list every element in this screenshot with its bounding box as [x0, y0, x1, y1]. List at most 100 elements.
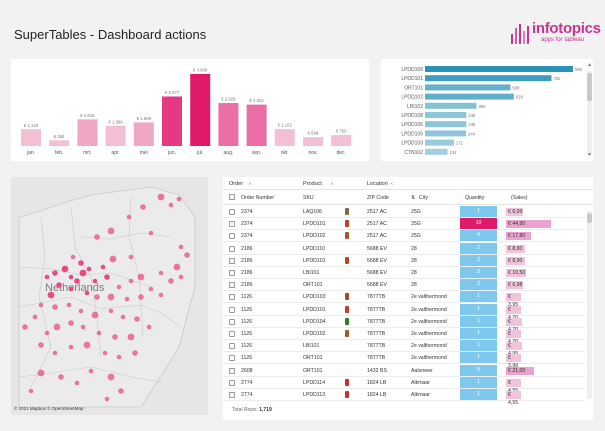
map-marker-50[interactable]	[127, 333, 135, 341]
bar-3[interactable]	[105, 125, 126, 146]
bar-9[interactable]	[274, 129, 295, 146]
product-bar-7[interactable]	[425, 130, 467, 137]
product-bar-5[interactable]	[425, 112, 467, 118]
map-marker-28[interactable]	[116, 284, 122, 290]
map-marker-42[interactable]	[52, 304, 58, 310]
map-marker-16[interactable]	[100, 264, 106, 270]
map-marker-47[interactable]	[120, 314, 126, 320]
table-row[interactable]: 2774 LPDD114 1824 LB Alkmaar 1 € 4,55	[223, 376, 585, 394]
map-marker-26[interactable]	[92, 278, 98, 284]
bar-7[interactable]	[218, 103, 239, 146]
map-marker-64[interactable]	[88, 368, 94, 374]
map-marker-6[interactable]	[94, 234, 100, 240]
table-row[interactable]: 2186 LPDD110 5688 EV 28 2 € 8,90	[223, 242, 585, 255]
collapse-product-icon[interactable]: ›	[331, 181, 333, 187]
table-row[interactable]: 1126 LPDD102 7877TB 2e valthermond 1 € 4,20	[223, 328, 585, 345]
map-marker-33[interactable]	[138, 294, 144, 300]
bar-10[interactable]	[303, 137, 323, 146]
map-marker-36[interactable]	[94, 294, 100, 300]
map-marker-60[interactable]	[83, 341, 91, 349]
map-marker-67[interactable]	[104, 396, 110, 402]
map-marker-20[interactable]	[61, 265, 69, 273]
product-bar-3[interactable]	[425, 93, 514, 100]
map-marker-46[interactable]	[108, 308, 114, 314]
col-order-number[interactable]: Order Number	[241, 195, 275, 201]
scroll-up-icon[interactable]: ▲	[587, 62, 592, 68]
map-marker-10[interactable]	[173, 263, 181, 271]
select-all-checkbox[interactable]	[229, 194, 235, 200]
map-marker-52[interactable]	[96, 330, 102, 336]
product-scrollbar[interactable]	[587, 71, 592, 155]
map-marker-5[interactable]	[107, 227, 115, 235]
netherlands-map[interactable]: Netherlands	[11, 177, 208, 415]
table-scroll-thumb[interactable]	[587, 213, 592, 223]
row-checkbox[interactable]	[229, 233, 235, 240]
map-marker-3[interactable]	[140, 204, 146, 210]
col-city[interactable]: City	[419, 195, 428, 201]
bar-1[interactable]	[49, 140, 70, 146]
table-row[interactable]: 2774 LPDD113 1824 LB Alkmaar 1 € 4,55	[223, 389, 585, 406]
map-marker-66[interactable]	[118, 388, 124, 394]
map-marker-17[interactable]	[86, 266, 92, 272]
map-marker-21[interactable]	[52, 270, 58, 276]
map-marker-65[interactable]	[107, 373, 115, 381]
table-row[interactable]: 2186 LPDD101 5688 EV 28 2 € 8,90	[223, 254, 585, 267]
sort-icon[interactable]: ⇅	[411, 195, 416, 201]
map-marker-34[interactable]	[124, 296, 130, 302]
map-marker-25[interactable]	[79, 269, 87, 277]
bar-2[interactable]	[77, 119, 98, 146]
bar-11[interactable]	[331, 134, 352, 146]
map-marker-69[interactable]	[58, 374, 64, 380]
map-marker-48[interactable]	[134, 316, 140, 322]
table-row[interactable]: 2608 ORT101 1432 BS Aalsmeer 5 € 21,00	[223, 364, 585, 377]
product-sales-chart[interactable]: LPDD109 880 LPDD101 752 ORT101 508 LPDD102 528 L…	[381, 59, 593, 161]
group-header-order[interactable]: Order	[229, 181, 244, 187]
group-header-location[interactable]: Location	[367, 181, 388, 187]
row-checkbox[interactable]	[229, 367, 235, 374]
map-marker-19[interactable]	[70, 254, 76, 260]
table-row[interactable]: 2186 LBI101 5688 EV 28 3 € 10,50	[223, 267, 585, 279]
row-checkbox[interactable]	[229, 221, 235, 228]
map-marker-71[interactable]	[28, 388, 34, 394]
map-marker-35[interactable]	[107, 293, 115, 301]
col-quantity[interactable]: Quantity	[465, 195, 485, 201]
map-marker-4[interactable]	[126, 214, 132, 220]
map-marker-39[interactable]	[56, 282, 62, 288]
row-checkbox[interactable]	[229, 379, 235, 386]
map-marker-29[interactable]	[128, 278, 134, 284]
map-marker-73[interactable]	[32, 314, 38, 320]
row-checkbox[interactable]	[229, 318, 235, 325]
map-marker-11[interactable]	[178, 274, 184, 280]
map-marker-51[interactable]	[112, 334, 118, 340]
map-marker-49[interactable]	[146, 324, 152, 330]
map-marker-38[interactable]	[68, 286, 74, 292]
map-marker-53[interactable]	[80, 324, 86, 330]
map-marker-18[interactable]	[78, 260, 84, 266]
map-marker-8[interactable]	[178, 244, 184, 250]
map-marker-63[interactable]	[132, 350, 138, 356]
product-bar-1[interactable]	[425, 75, 552, 82]
monthly-sales-chart[interactable]: € 1.140 jan. € 384 feb. € 1.818 mrt. € 1.380 ap…	[11, 59, 369, 161]
table-row[interactable]: 1126 LBI101 7877TB 2e valthermond 1 € 4,95	[223, 340, 585, 357]
map-marker-7[interactable]	[148, 230, 154, 236]
product-bar-9[interactable]	[425, 148, 448, 155]
table-row[interactable]: 1126 LPDD103 7877TB 2e valthermond 1 € 3,95	[223, 291, 585, 308]
row-checkbox[interactable]	[229, 257, 235, 264]
col-sales[interactable]: (Sales)	[511, 195, 528, 201]
map-marker-13[interactable]	[158, 270, 164, 276]
row-checkbox[interactable]	[229, 306, 235, 313]
collapse-location-icon[interactable]: ‹	[391, 181, 393, 187]
table-row[interactable]: 2374 LPDD102 2517 AC 25G 4 € 17,80	[223, 230, 585, 243]
map-marker-31[interactable]	[148, 286, 154, 292]
row-checkbox[interactable]	[229, 282, 235, 289]
map-marker-22[interactable]	[44, 274, 50, 280]
map-marker-27[interactable]	[104, 274, 110, 280]
table-row[interactable]: 2374 LPDD101 2517 AC 25G 10 € 44,90	[223, 218, 585, 231]
map-marker-0[interactable]	[157, 193, 165, 201]
map-marker-55[interactable]	[53, 323, 61, 331]
map-marker-68[interactable]	[74, 380, 80, 386]
bar-0[interactable]	[21, 129, 41, 146]
map-marker-43[interactable]	[66, 302, 72, 308]
collapse-order-icon[interactable]: ›	[249, 181, 251, 187]
map-marker-45[interactable]	[91, 311, 99, 319]
